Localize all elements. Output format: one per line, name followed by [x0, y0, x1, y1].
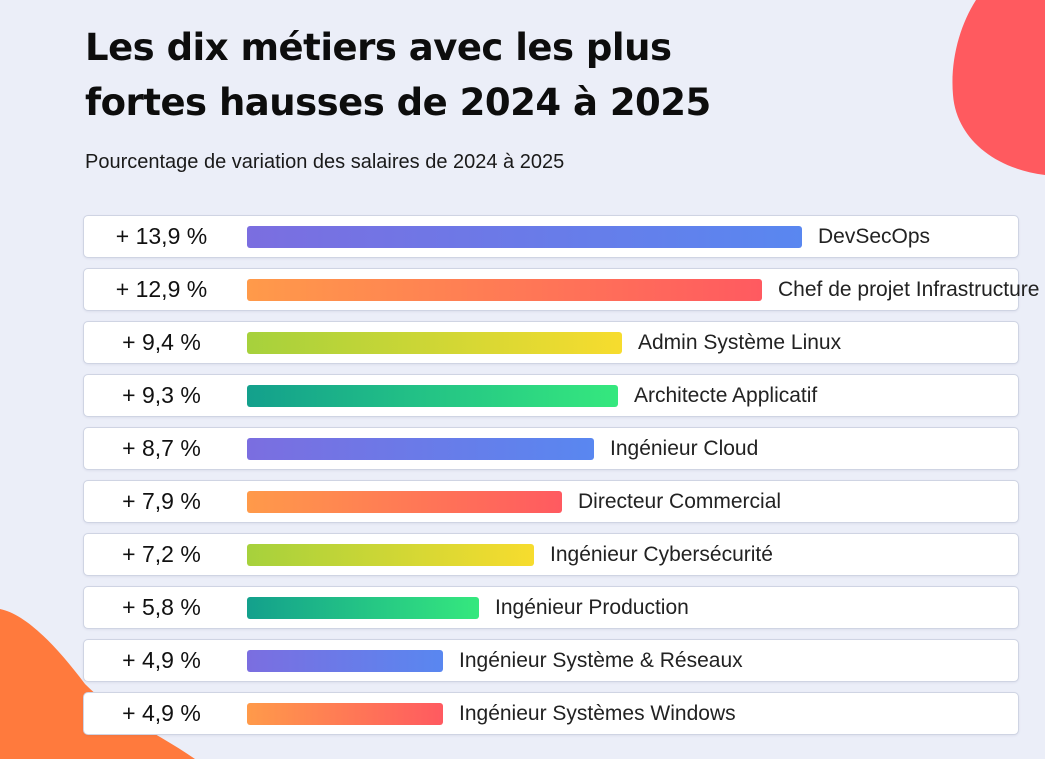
- bar: [247, 491, 562, 513]
- value-label: + 4,9 %: [122, 700, 201, 726]
- bar-row: + 13,9 % DevSecOps: [83, 215, 1019, 258]
- bar: [247, 703, 443, 725]
- category-label: Chef de projet Infrastructure: [778, 278, 1040, 301]
- category-label: Directeur Commercial: [578, 490, 782, 513]
- category-label: Ingénieur Cloud: [610, 437, 759, 460]
- bar: [247, 597, 479, 619]
- category-label: Architecte Applicatif: [634, 384, 818, 407]
- bar-row: + 9,3 % Architecte Applicatif: [83, 374, 1019, 417]
- category-label: Ingénieur Système & Réseaux: [459, 649, 743, 672]
- bar-row: + 7,2 % Ingénieur Cybersécurité: [83, 533, 1019, 576]
- bar-row: + 12,9 % Chef de projet Infrastructure: [83, 268, 1039, 311]
- value-label: + 9,3 %: [122, 382, 201, 408]
- bar: [247, 438, 594, 460]
- bar-row: + 8,7 % Ingénieur Cloud: [83, 427, 1019, 470]
- bar-row: + 4,9 % Ingénieur Systèmes Windows: [83, 692, 1019, 735]
- value-label: + 7,9 %: [122, 488, 201, 514]
- bar: [247, 226, 802, 248]
- bar-row: + 4,9 % Ingénieur Système & Réseaux: [83, 639, 1019, 682]
- blob-bottom-shape: [0, 609, 195, 759]
- chart-subtitle: Pourcentage de variation des salaires de…: [85, 151, 565, 173]
- category-label: Admin Système Linux: [638, 331, 842, 354]
- value-label: + 4,9 %: [122, 647, 201, 673]
- bar: [247, 650, 443, 672]
- value-label: + 8,7 %: [122, 435, 201, 461]
- category-label: Ingénieur Systèmes Windows: [459, 702, 736, 725]
- bar-row: + 9,4 % Admin Système Linux: [83, 321, 1019, 364]
- bar-row: + 5,8 % Ingénieur Production: [83, 586, 1019, 629]
- value-label: + 5,8 %: [122, 594, 201, 620]
- bar: [247, 332, 622, 354]
- bar-chart: + 13,9 % DevSecOps + 12,9 % Chef de projet …: [83, 215, 1039, 745]
- category-label: Ingénieur Cybersécurité: [550, 543, 773, 566]
- category-label: Ingénieur Production: [495, 596, 689, 619]
- category-label: DevSecOps: [818, 225, 931, 248]
- value-label: + 9,4 %: [122, 329, 201, 355]
- bar: [247, 544, 534, 566]
- decorative-blob-bottom: [0, 609, 195, 759]
- blob-top-shape: [952, 0, 1045, 175]
- bar-row: + 7,9 % Directeur Commercial: [83, 480, 1019, 523]
- chart-title: Les dix métiers avec les plus fortes hau…: [85, 26, 711, 124]
- bar: [247, 279, 762, 301]
- decorative-blob-top: [952, 0, 1045, 175]
- value-label: + 13,9 %: [115, 223, 208, 249]
- value-label: + 7,2 %: [122, 541, 201, 567]
- value-label: + 12,9 %: [115, 276, 208, 302]
- bar: [247, 385, 618, 407]
